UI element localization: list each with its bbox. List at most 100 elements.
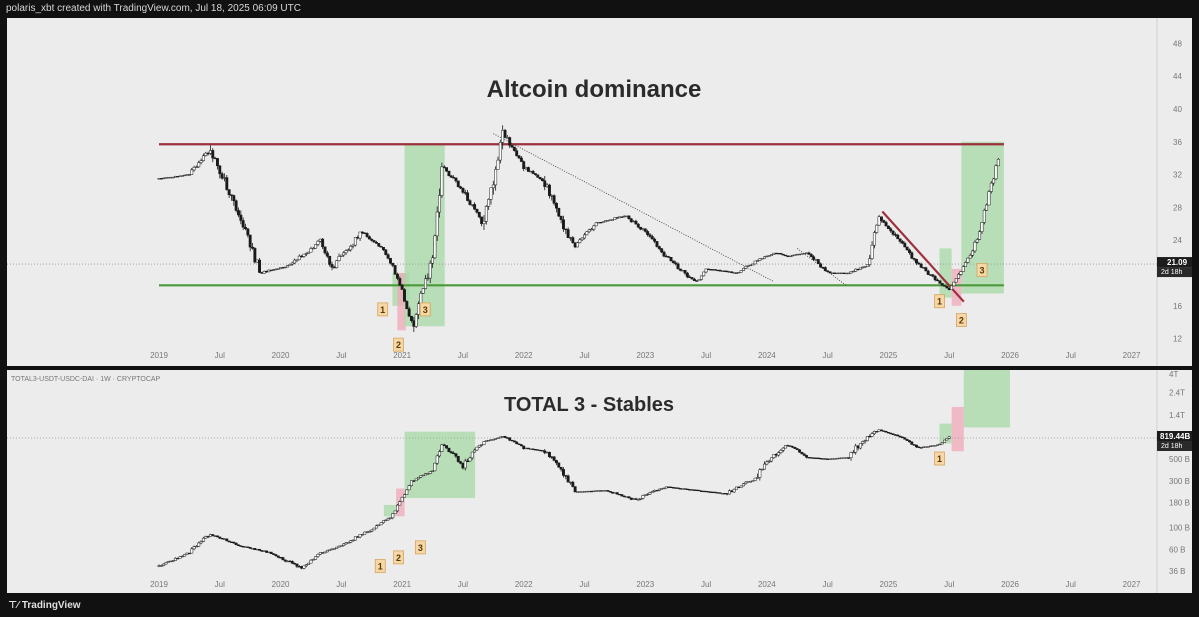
altcoin-candle xyxy=(498,142,502,161)
altcoin-candle xyxy=(307,251,311,254)
y-tick: 48 xyxy=(1173,39,1182,48)
altcoin-candle xyxy=(774,252,778,255)
badge-label: 3 xyxy=(418,543,423,553)
total3-candle xyxy=(396,504,399,512)
total3-candle xyxy=(351,539,355,542)
total3-candle xyxy=(760,468,764,471)
x-tick: Jul xyxy=(579,351,589,360)
altcoin-candle xyxy=(805,252,809,254)
altcoin-candle xyxy=(585,231,589,236)
altcoin-candle xyxy=(468,200,472,205)
cycle-badge: 3 xyxy=(419,302,431,317)
total3-candle xyxy=(498,436,502,439)
altcoin-candle xyxy=(910,252,914,259)
altcoin-candle xyxy=(466,192,470,201)
altcoin-candle xyxy=(744,266,748,269)
altcoin-candle xyxy=(917,262,921,265)
zone-2 xyxy=(397,273,406,331)
total3-candle xyxy=(854,445,858,453)
altcoin-candle xyxy=(760,258,764,260)
total3-candle xyxy=(314,556,318,560)
total3-candle xyxy=(671,487,675,489)
altcoin-candle xyxy=(711,269,715,271)
total3-candle xyxy=(608,490,612,493)
total3-candle xyxy=(255,548,259,551)
altcoin-candle xyxy=(664,255,668,258)
altcoin-dominance-chart[interactable]: Altcoin dominance48444036322824201612201… xyxy=(7,18,1192,366)
total3-candle xyxy=(239,545,243,547)
altcoin-candle xyxy=(512,146,516,151)
altcoin-candle xyxy=(667,256,671,258)
y-tick: 2.4T xyxy=(1169,388,1185,397)
total3-candle xyxy=(915,444,918,448)
total3-candle xyxy=(765,461,769,465)
altcoin-candle xyxy=(629,218,633,223)
total3-candle xyxy=(784,445,788,449)
total3-candle xyxy=(936,444,939,446)
tradingview-logo[interactable]: ⊤⁄ TradingView xyxy=(8,600,81,611)
total3-candle xyxy=(311,559,315,561)
badge-label: 3 xyxy=(423,305,428,315)
altcoin-candle xyxy=(725,270,729,273)
total3-candle xyxy=(419,475,423,478)
altcoin-candle xyxy=(234,200,238,211)
cycle-badge: 2 xyxy=(393,337,404,352)
x-tick: 2022 xyxy=(515,580,533,589)
altcoin-candle xyxy=(452,177,456,179)
total3-candle xyxy=(510,439,514,442)
altcoin-candle xyxy=(816,259,820,265)
altcoin-candle xyxy=(346,249,350,251)
altcoin-candle xyxy=(791,254,795,257)
altcoin-candle xyxy=(428,262,432,279)
total3-candle xyxy=(482,441,486,445)
total3-candle xyxy=(660,488,664,490)
altcoin-candle xyxy=(482,221,486,224)
altcoin-candle xyxy=(954,278,958,283)
altcoin-candle xyxy=(515,150,519,157)
altcoin-candle xyxy=(281,267,285,269)
total3-candle xyxy=(580,491,584,493)
total3-candle xyxy=(459,461,463,464)
altcoin-candle xyxy=(936,279,939,281)
total3-candle xyxy=(248,547,252,549)
altcoin-candle xyxy=(875,224,879,233)
altcoin-candle xyxy=(943,285,946,287)
altcoin-candle xyxy=(646,231,650,235)
y-tick: 44 xyxy=(1173,72,1182,81)
altcoin-candle xyxy=(547,184,551,196)
altcoin-candle xyxy=(781,253,785,256)
total3-chart[interactable]: TOTAL 3 - Stables TOTAL3-USDT-USDC-DAI · … xyxy=(7,370,1192,593)
y-tick: 180 B xyxy=(1169,499,1190,508)
total3-candle xyxy=(606,490,610,492)
altcoin-dominance-panel[interactable]: Altcoin dominance48444036322824201612201… xyxy=(7,18,1192,366)
total3-candle xyxy=(636,499,640,501)
total3-candle xyxy=(795,448,799,451)
total3-candle xyxy=(625,496,629,498)
altcoin-candle xyxy=(823,267,827,272)
altcoin-candle xyxy=(274,268,278,271)
altcoin-candle xyxy=(218,165,222,175)
y-tick: 12 xyxy=(1173,335,1182,344)
total3-candle xyxy=(938,443,942,446)
total3-candle xyxy=(599,490,603,492)
x-tick: 2019 xyxy=(150,351,168,360)
total3-candle xyxy=(774,454,778,456)
altcoin-candle xyxy=(994,165,998,180)
altcoin-candle xyxy=(159,178,163,180)
altcoin-candle xyxy=(964,262,968,267)
altcoin-candle xyxy=(620,216,624,218)
last-value-sub-box xyxy=(1157,441,1192,451)
altcoin-candle xyxy=(531,171,535,174)
altcoin-candle xyxy=(594,222,598,227)
total3-candle xyxy=(655,489,659,492)
altcoin-candle xyxy=(211,150,215,159)
total3-panel[interactable]: TOTAL 3 - Stables TOTAL3-USDT-USDC-DAI · … xyxy=(7,370,1192,593)
altcoin-candle xyxy=(398,278,402,286)
total3-candle xyxy=(772,454,776,459)
total3-candle xyxy=(307,562,311,565)
x-tick: Jul xyxy=(823,351,833,360)
total3-candle xyxy=(657,488,661,491)
total3-candle xyxy=(417,476,420,480)
altcoin-candle xyxy=(597,222,600,224)
total3-candle xyxy=(162,563,166,566)
